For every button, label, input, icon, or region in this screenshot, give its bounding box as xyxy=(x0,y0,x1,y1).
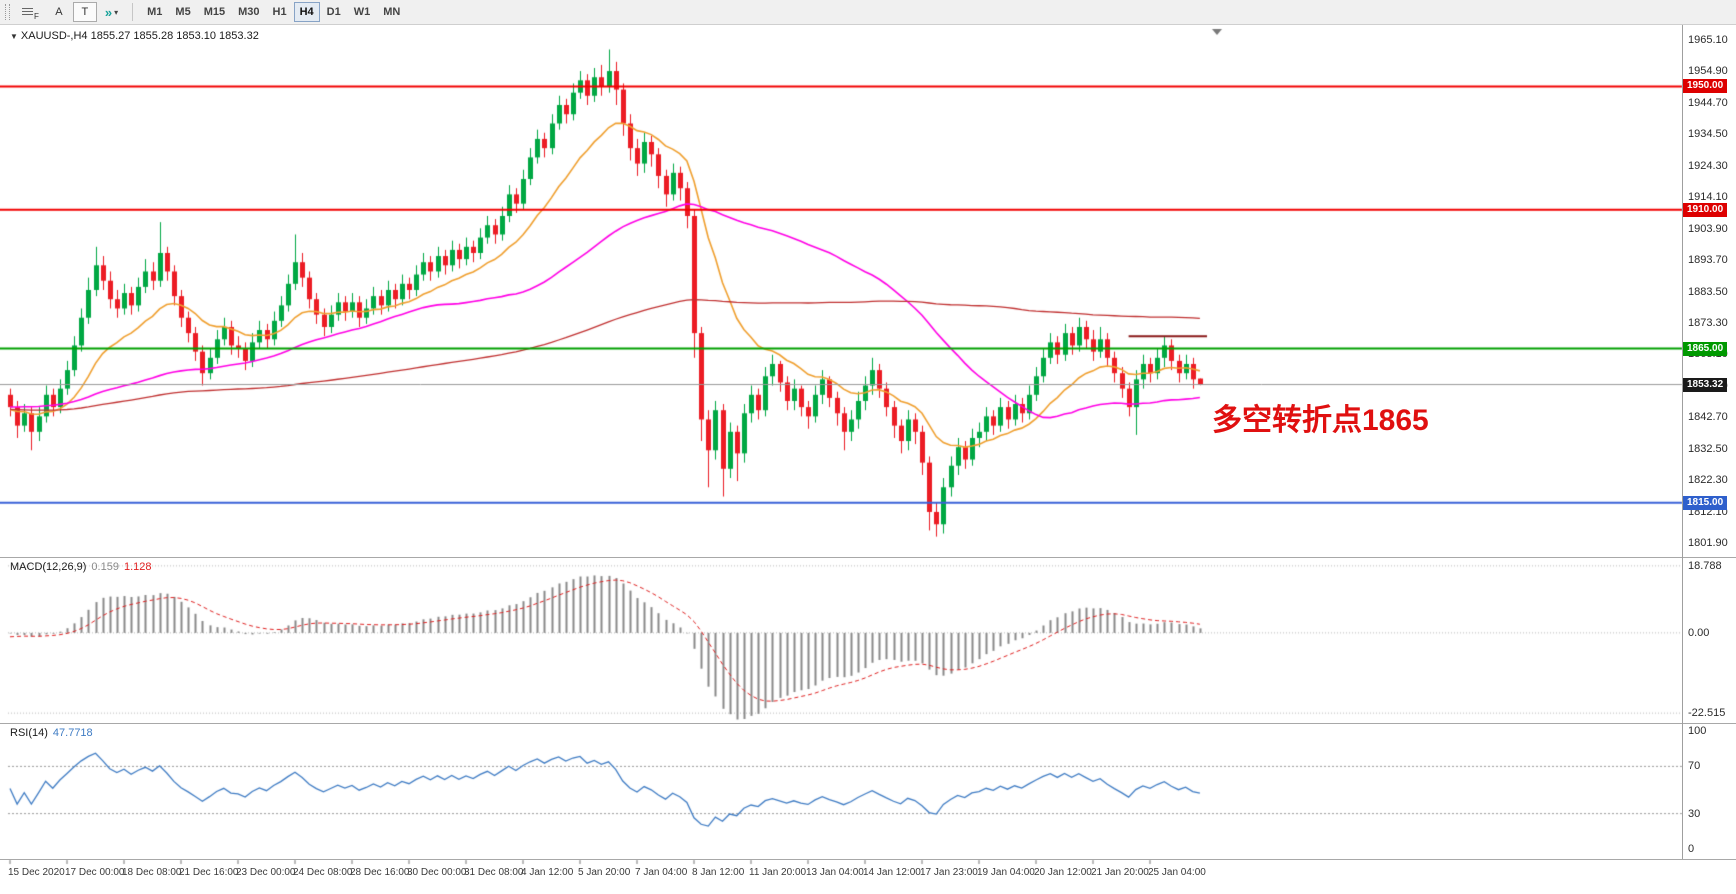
objects-dropdown-button[interactable]: » ▾ xyxy=(99,2,124,22)
time-axis-label: 15 Dec 2020 xyxy=(8,867,65,878)
time-axis-label: 8 Jan 12:00 xyxy=(692,867,745,878)
macd-main-value: 0.159 xyxy=(91,561,119,573)
price-axis-label: 1934.50 xyxy=(1688,128,1728,141)
price-line-badge: 1910.00 xyxy=(1683,202,1728,217)
toolbar-grip[interactable] xyxy=(5,4,10,20)
symbol-ohlc-text: XAUUSD-,H4 1855.27 1855.28 1853.10 1853.… xyxy=(20,30,259,42)
macd-indicator-label: MACD(12,26,9) 0.159 1.128 xyxy=(10,561,151,573)
time-axis-label: 20 Jan 12:00 xyxy=(1034,867,1092,878)
panel-separator-macd[interactable] xyxy=(0,557,1736,558)
macd-title: MACD(12,26,9) xyxy=(10,561,87,573)
timeframe-button-h1[interactable]: H1 xyxy=(267,2,293,22)
time-axis-label: 24 Dec 08:00 xyxy=(293,867,353,878)
macd-axis-label: 18.788 xyxy=(1688,559,1722,572)
price-axis-label: 1873.30 xyxy=(1688,316,1728,329)
toolbar-separator xyxy=(132,3,134,21)
macd-axis-label: 0.00 xyxy=(1688,626,1710,639)
collapse-icon[interactable]: ▼ xyxy=(10,31,18,41)
time-axis-label: 18 Dec 08:00 xyxy=(122,867,182,878)
price-axis-label: 1822.30 xyxy=(1688,474,1728,487)
price-line-badge: 1950.00 xyxy=(1683,79,1728,94)
timeframe-button-d1[interactable]: D1 xyxy=(321,2,347,22)
chart-area: ▼ XAUUSD-,H4 1855.27 1855.28 1853.10 1853… xyxy=(0,25,1736,894)
price-axis-label: 1944.70 xyxy=(1688,96,1728,109)
double-arrow-icon: » xyxy=(104,4,113,20)
time-axis-label: 17 Dec 00:00 xyxy=(65,867,125,878)
macd-signal-value: 1.128 xyxy=(123,561,152,573)
rsi-axis-label: 0 xyxy=(1688,843,1695,855)
time-axis-label: 11 Jan 20:00 xyxy=(749,867,807,878)
time-axis-label: 4 Jan 12:00 xyxy=(521,867,574,878)
panel-separator-time[interactable] xyxy=(0,859,1736,860)
timeframe-button-group: M1 M5 M15 M30 H1 H4 D1 W1 MN xyxy=(141,2,406,22)
timeframe-button-mn[interactable]: MN xyxy=(377,2,406,22)
text-tool-button[interactable]: T xyxy=(72,2,97,22)
rsi-axis-label: 70 xyxy=(1688,760,1701,773)
price-axis-label: 1801.90 xyxy=(1688,537,1728,550)
price-axis-label: 1924.30 xyxy=(1688,159,1728,172)
time-axis-label: 28 Dec 16:00 xyxy=(350,867,410,878)
time-axis-label: 25 Jan 04:00 xyxy=(1148,867,1206,878)
timeframe-button-m15[interactable]: M15 xyxy=(198,2,231,22)
data-window-button[interactable]: F xyxy=(16,2,45,22)
time-axis-label: 19 Jan 04:00 xyxy=(977,867,1035,878)
time-axis-label: 21 Jan 20:00 xyxy=(1091,867,1149,878)
price-axis-label: 1965.10 xyxy=(1688,33,1728,46)
price-chart-canvas[interactable] xyxy=(0,25,1736,894)
rsi-value: 47.7718 xyxy=(52,727,93,739)
price-axis-label: 1842.70 xyxy=(1688,411,1728,424)
price-axis-label: 1903.90 xyxy=(1688,222,1728,235)
list-icon xyxy=(22,7,33,17)
timeframe-button-m30[interactable]: M30 xyxy=(232,2,265,22)
macd-axis-label: -22.515 xyxy=(1688,707,1726,720)
symbol-ohlc-label: ▼ XAUUSD-,H4 1855.27 1855.28 1853.10 1853… xyxy=(10,30,259,42)
main-toolbar: F A T » ▾ M1 M5 M15 M30 H1 H4 D1 W1 MN xyxy=(0,0,1736,25)
rsi-axis-label: 30 xyxy=(1688,807,1701,820)
time-axis-label: 30 Dec 00:00 xyxy=(407,867,467,878)
price-axis-label: 1893.70 xyxy=(1688,254,1728,267)
chart-annotation: 多空转折点1865 xyxy=(1212,404,1429,437)
price-axis-label: 1914.10 xyxy=(1688,191,1728,204)
time-axis-label: 14 Jan 12:00 xyxy=(863,867,921,878)
rsi-indicator-label: RSI(14) 47.7718 xyxy=(10,727,93,739)
time-axis-label: 17 Jan 23:00 xyxy=(920,867,978,878)
rsi-axis-label: 100 xyxy=(1688,725,1707,737)
time-axis-label: 13 Jan 04:00 xyxy=(806,867,864,878)
price-axis-label: 1954.90 xyxy=(1688,65,1728,78)
price-line-badge: 1865.00 xyxy=(1683,341,1728,356)
rsi-title: RSI(14) xyxy=(10,727,48,739)
timeframe-button-m1[interactable]: M1 xyxy=(141,2,168,22)
f-badge: F xyxy=(34,12,39,21)
price-line-badge: 1853.32 xyxy=(1683,377,1728,392)
time-axis-label: 31 Dec 08:00 xyxy=(464,867,524,878)
timeframe-button-w1[interactable]: W1 xyxy=(348,2,377,22)
time-axis-label: 7 Jan 04:00 xyxy=(635,867,688,878)
price-line-badge: 1815.00 xyxy=(1683,495,1728,510)
timeframe-button-h4[interactable]: H4 xyxy=(293,2,320,22)
price-axis-label: 1883.50 xyxy=(1688,285,1728,298)
font-tool-button[interactable]: A xyxy=(47,2,71,22)
time-axis-label: 23 Dec 00:00 xyxy=(236,867,296,878)
time-axis-label: 5 Jan 20:00 xyxy=(578,867,631,878)
price-axis-label: 1832.50 xyxy=(1688,442,1728,455)
chevron-down-icon: ▾ xyxy=(114,7,119,17)
panel-separator-rsi[interactable] xyxy=(0,723,1736,724)
timeframe-button-m5[interactable]: M5 xyxy=(169,2,196,22)
price-axis-border xyxy=(1682,25,1683,859)
time-axis-label: 21 Dec 16:00 xyxy=(179,867,239,878)
